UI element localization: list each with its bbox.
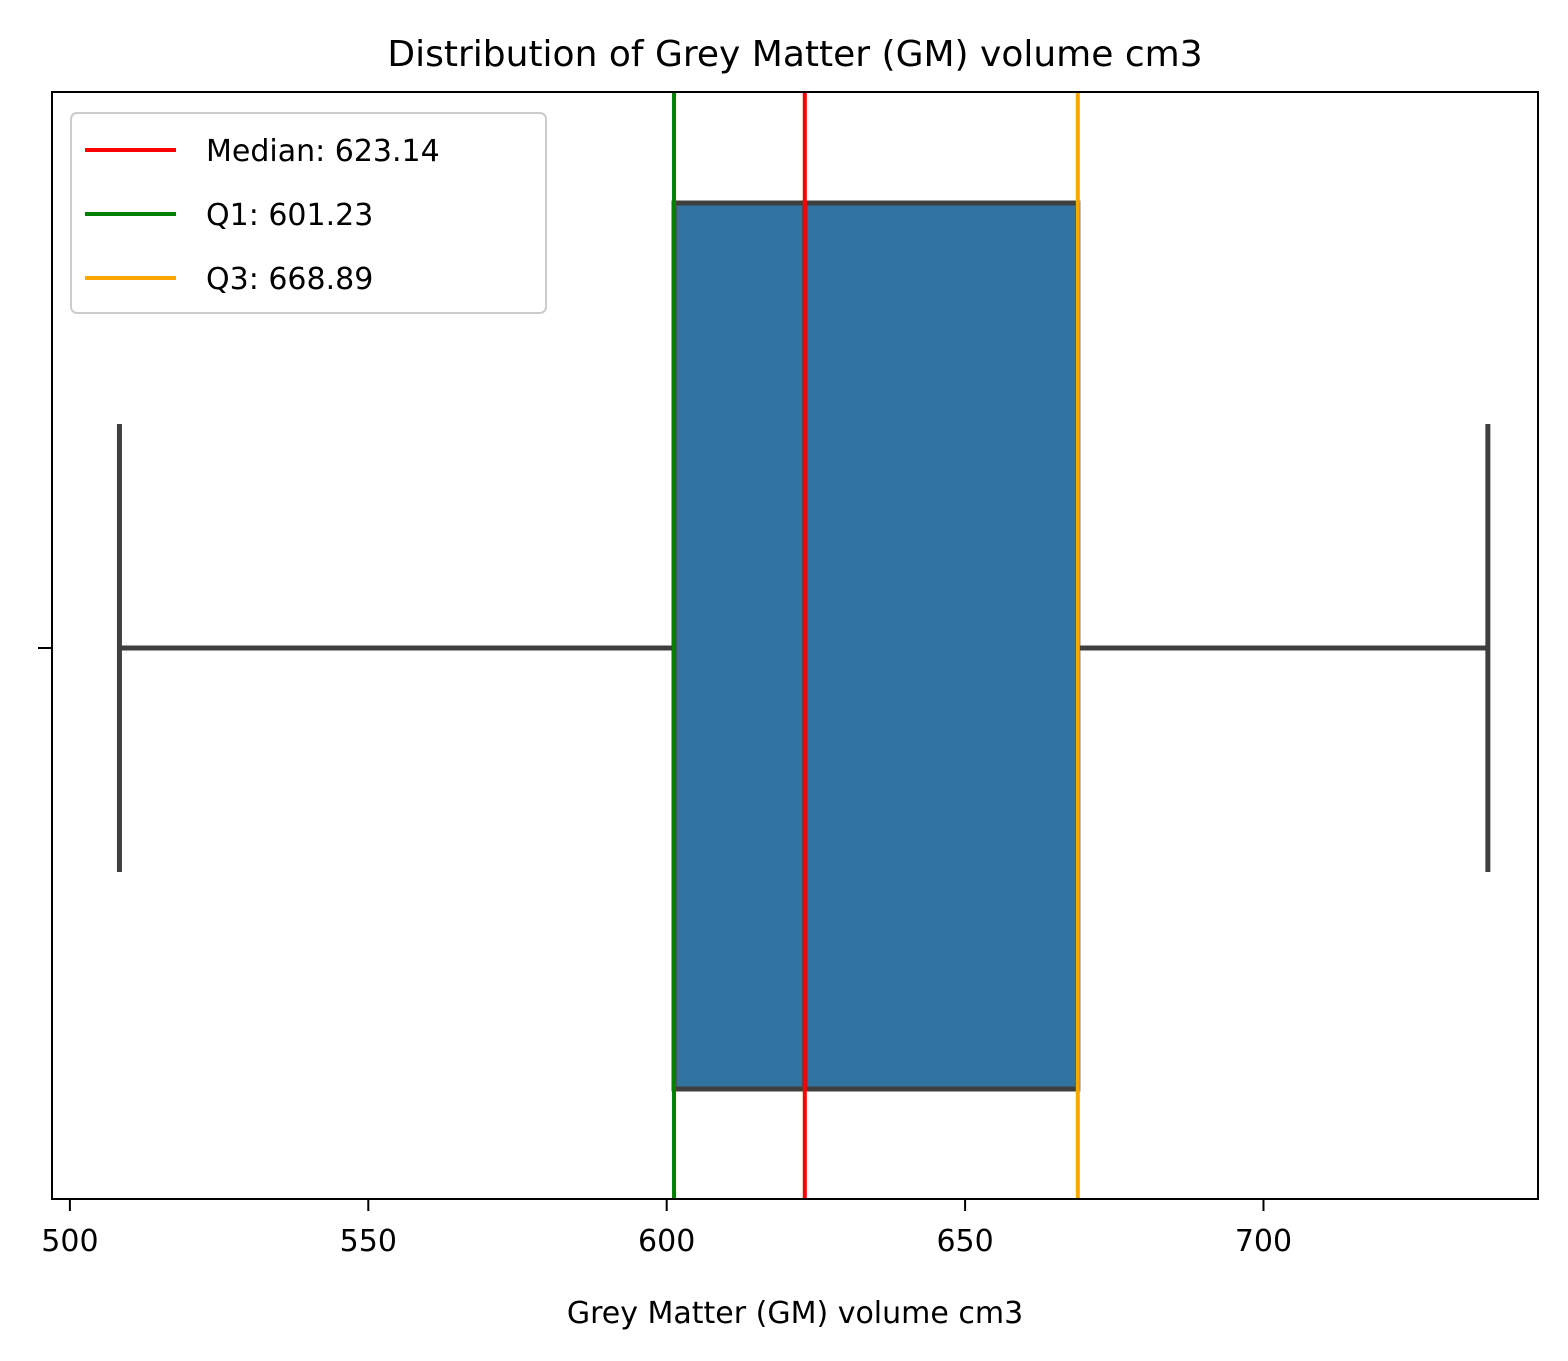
chart-title: Distribution of Grey Matter (GM) volume … — [387, 34, 1202, 75]
legend-label: Q1: 601.23 — [206, 198, 373, 233]
legend-frame — [70, 112, 547, 314]
legend-label: Q3: 668.89 — [206, 262, 373, 297]
x-axis-ticks: 500 550 600 650 700 — [41, 1199, 1292, 1259]
plot-marks — [116, 92, 1491, 1199]
plot-frame — [51, 91, 1539, 1200]
x-axis-label: Grey Matter (GM) volume cm3 — [567, 1296, 1023, 1331]
iqr-box — [671, 200, 1081, 1092]
x-tick-label: 700 — [1235, 1224, 1292, 1259]
x-tick-label: 600 — [638, 1224, 695, 1259]
x-tick-label: 550 — [340, 1224, 397, 1259]
legend-label: Median: 623.14 — [206, 134, 440, 169]
x-tick-label: 650 — [936, 1224, 993, 1259]
x-tick-label: 500 — [41, 1224, 98, 1259]
legend: Median: 623.14 Q1: 601.23 Q3: 668.89 — [70, 112, 547, 314]
